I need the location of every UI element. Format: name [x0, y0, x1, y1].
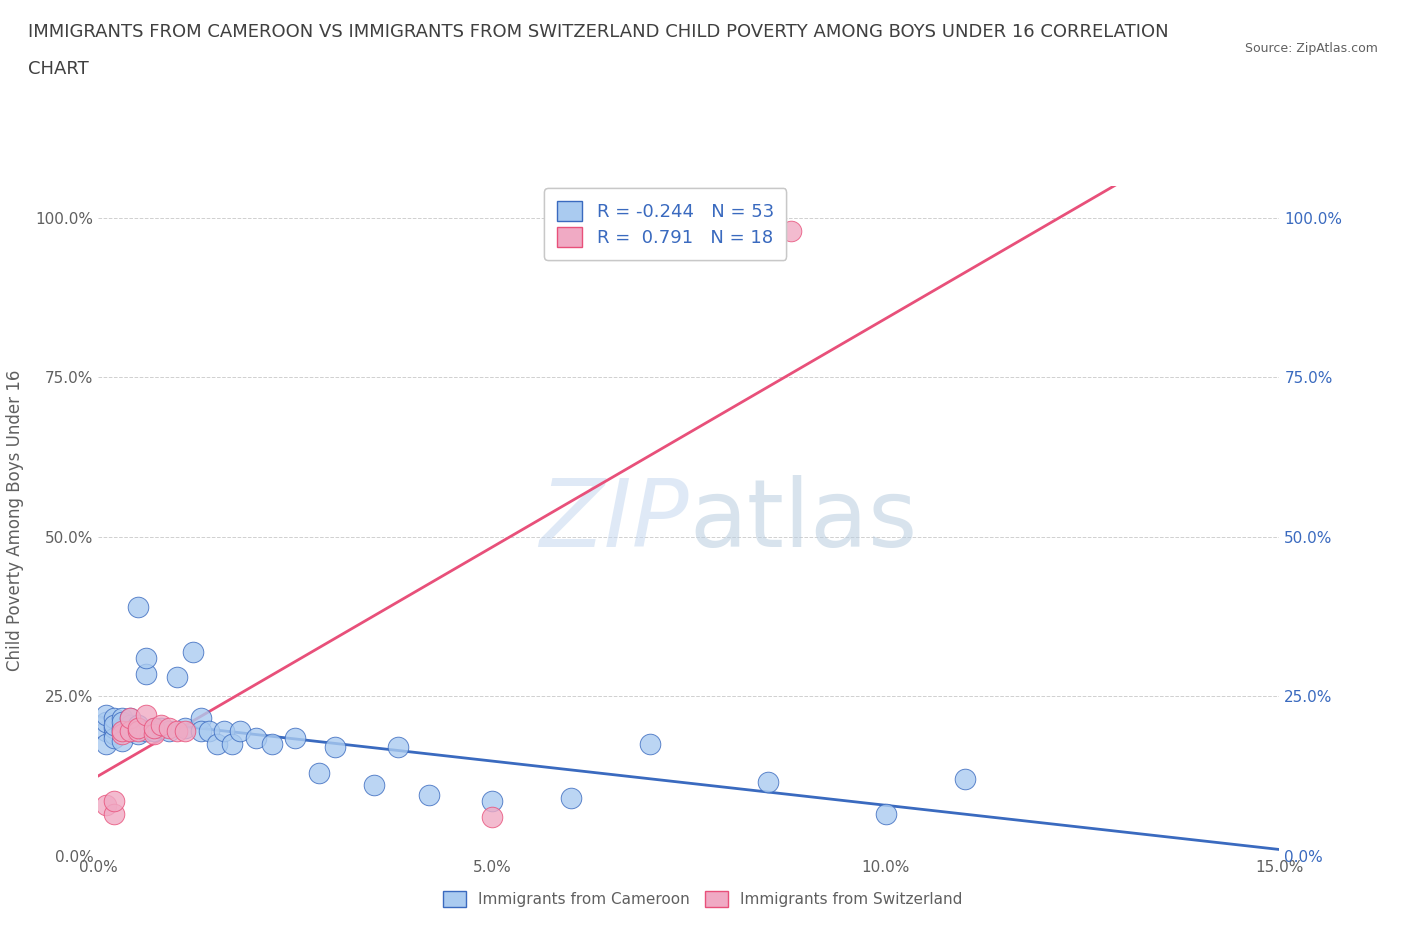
Point — [135, 708, 157, 723]
Point — [103, 794, 125, 809]
Point — [142, 724, 165, 738]
Point — [174, 724, 197, 738]
Point — [111, 727, 134, 742]
Point — [118, 724, 141, 738]
Point — [118, 724, 141, 738]
Point — [953, 772, 976, 787]
Point — [118, 711, 141, 726]
Point — [166, 724, 188, 738]
Point — [190, 724, 212, 738]
Point — [127, 727, 149, 742]
Text: atlas: atlas — [689, 475, 917, 566]
Point — [127, 721, 149, 736]
Point — [260, 737, 283, 751]
Point — [418, 788, 440, 803]
Text: CHART: CHART — [28, 60, 89, 78]
Point — [205, 737, 228, 751]
Legend: R = -0.244   N = 53, R =  0.791   N = 18: R = -0.244 N = 53, R = 0.791 N = 18 — [544, 189, 786, 259]
Point — [111, 734, 134, 749]
Point — [363, 778, 385, 793]
Point — [127, 600, 149, 615]
Point — [142, 721, 165, 736]
Point — [96, 724, 118, 738]
Point — [111, 711, 134, 726]
Point — [157, 721, 180, 736]
Point — [96, 714, 118, 729]
Point — [135, 724, 157, 738]
Text: ZIP: ZIP — [540, 475, 689, 566]
Point — [111, 724, 134, 738]
Point — [875, 806, 897, 821]
Point — [157, 724, 180, 738]
Point — [245, 730, 267, 745]
Point — [323, 739, 346, 754]
Point — [284, 730, 307, 745]
Legend: Immigrants from Cameroon, Immigrants from Switzerland: Immigrants from Cameroon, Immigrants fro… — [437, 884, 969, 913]
Point — [103, 806, 125, 821]
Point — [756, 775, 779, 790]
Point — [111, 721, 134, 736]
Point — [103, 730, 125, 745]
Point — [197, 724, 219, 738]
Point — [127, 721, 149, 736]
Point — [229, 724, 252, 738]
Point — [127, 717, 149, 732]
Point — [135, 650, 157, 665]
Point — [150, 717, 173, 732]
Point — [96, 797, 118, 812]
Point — [190, 711, 212, 726]
Point — [96, 737, 118, 751]
Point — [308, 765, 330, 780]
Point — [174, 721, 197, 736]
Point — [638, 737, 661, 751]
Point — [103, 711, 125, 726]
Point — [150, 721, 173, 736]
Y-axis label: Child Poverty Among Boys Under 16: Child Poverty Among Boys Under 16 — [7, 370, 24, 671]
Point — [111, 724, 134, 738]
Point — [142, 727, 165, 742]
Point — [118, 711, 141, 726]
Point — [387, 739, 409, 754]
Text: IMMIGRANTS FROM CAMEROON VS IMMIGRANTS FROM SWITZERLAND CHILD POVERTY AMONG BOYS: IMMIGRANTS FROM CAMEROON VS IMMIGRANTS F… — [28, 23, 1168, 41]
Point — [135, 667, 157, 682]
Point — [103, 717, 125, 732]
Point — [118, 717, 141, 732]
Point — [127, 724, 149, 738]
Point — [221, 737, 243, 751]
Point — [142, 721, 165, 736]
Point — [780, 223, 803, 238]
Point — [96, 708, 118, 723]
Point — [103, 727, 125, 742]
Point — [103, 721, 125, 736]
Point — [166, 670, 188, 684]
Text: Source: ZipAtlas.com: Source: ZipAtlas.com — [1244, 42, 1378, 55]
Point — [181, 644, 204, 659]
Point — [118, 721, 141, 736]
Point — [214, 724, 236, 738]
Point — [481, 810, 503, 825]
Point — [560, 790, 582, 805]
Point — [481, 794, 503, 809]
Point — [111, 714, 134, 729]
